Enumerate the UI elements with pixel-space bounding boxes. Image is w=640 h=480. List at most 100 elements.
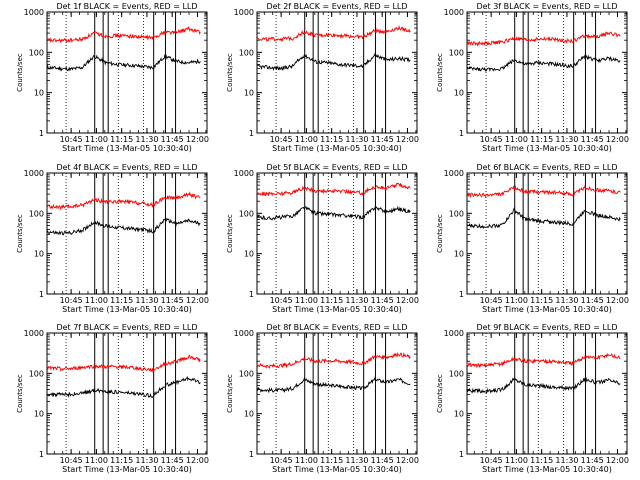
x-tick-label: 11:00 [295, 135, 318, 144]
events-trace [256, 52, 411, 71]
y-tick-label: 1 [249, 450, 254, 459]
detector-subplot-7: Det 7f BLACK = Events, RED = LLD 1 10 100 10… [16, 323, 209, 474]
detector-subplot-6: Det 6f BLACK = Events, RED = LLD 1 10 100 10… [436, 163, 629, 314]
y-tick-label: 10 [244, 250, 254, 259]
y-axis-label: Counts/sec [226, 374, 234, 413]
plot-frame [466, 172, 628, 295]
x-tick-label: 11:45 [161, 135, 184, 144]
y-axis-label: Counts/sec [16, 214, 24, 253]
y-tick-label: 1000 [234, 329, 254, 338]
events-trace [256, 205, 411, 221]
x-axis-label: Start Time (13-Mar-05 10:30:40) [272, 144, 402, 153]
y-tick-label: 10 [454, 89, 464, 98]
x-tick-label: 11:30 [135, 135, 158, 144]
lld-trace [256, 182, 411, 197]
y-tick-label: 1 [39, 129, 44, 138]
y-tick-label: 1 [39, 290, 44, 299]
events-trace [256, 376, 411, 394]
lld-trace [466, 184, 621, 199]
subplot-title: Det 3f BLACK = Events, RED = LLD [476, 2, 617, 11]
plot-frame [466, 332, 628, 455]
plot-frame [466, 11, 628, 134]
x-axis-label: Start Time (13-Mar-05 10:30:40) [272, 465, 402, 474]
x-tick-label: 12:00 [396, 135, 419, 144]
subplot-title: Det 8f BLACK = Events, RED = LLD [266, 323, 407, 332]
y-tick-label: 1 [459, 290, 464, 299]
x-tick-label: 11:45 [581, 296, 604, 305]
detector-subplot-2: Det 2f BLACK = Events, RED = LLD 1 10 100 10… [226, 2, 419, 153]
y-tick-label: 10 [454, 250, 464, 259]
y-tick-label: 1 [459, 450, 464, 459]
x-tick-label: 11:00 [85, 135, 108, 144]
y-tick-label: 100 [29, 369, 44, 378]
y-axis-label: Counts/sec [436, 53, 444, 92]
x-axis-label: Start Time (13-Mar-05 10:30:40) [482, 465, 612, 474]
lld-trace [46, 354, 201, 373]
detector-subplot-3: Det 3f BLACK = Events, RED = LLD 1 10 100 10… [436, 2, 629, 153]
y-axis-label: Counts/sec [226, 53, 234, 92]
x-tick-label: 11:45 [371, 456, 394, 465]
plot-frame [46, 332, 208, 455]
events-trace [466, 376, 621, 394]
plot-frame [256, 172, 418, 295]
x-tick-label: 11:45 [581, 456, 604, 465]
x-tick-label: 12:00 [606, 456, 629, 465]
subplot-title: Det 5f BLACK = Events, RED = LLD [266, 163, 407, 172]
y-tick-label: 1000 [234, 169, 254, 178]
x-tick-label: 11:30 [345, 135, 368, 144]
x-tick-label: 11:30 [555, 456, 578, 465]
detector-subplot-8: Det 8f BLACK = Events, RED = LLD 1 10 100 10… [226, 323, 419, 474]
y-tick-label: 1000 [444, 169, 464, 178]
x-tick-label: 10:45 [480, 135, 503, 144]
y-tick-label: 1 [249, 129, 254, 138]
y-tick-label: 10 [244, 410, 254, 419]
x-tick-label: 12:00 [606, 135, 629, 144]
x-tick-label: 11:45 [581, 135, 604, 144]
x-tick-label: 11:30 [555, 296, 578, 305]
x-tick-label: 12:00 [186, 296, 209, 305]
y-tick-label: 10 [34, 89, 44, 98]
y-tick-label: 1 [39, 450, 44, 459]
x-tick-label: 12:00 [186, 135, 209, 144]
x-tick-label: 11:15 [320, 456, 343, 465]
subplot-title: Det 4f BLACK = Events, RED = LLD [56, 163, 197, 172]
subplot-title: Det 1f BLACK = Events, RED = LLD [56, 2, 197, 11]
subplot-title: Det 2f BLACK = Events, RED = LLD [266, 2, 407, 11]
lld-trace [466, 352, 621, 369]
x-tick-label: 10:45 [480, 296, 503, 305]
x-tick-label: 11:00 [295, 296, 318, 305]
x-tick-label: 11:15 [530, 456, 553, 465]
detector-subplot-1: Det 1f BLACK = Events, RED = LLD 1 10 100 10… [16, 2, 209, 153]
subplot-title: Det 7f BLACK = Events, RED = LLD [56, 323, 197, 332]
x-axis-label: Start Time (13-Mar-05 10:30:40) [62, 144, 192, 153]
x-tick-label: 11:00 [505, 296, 528, 305]
x-tick-label: 10:45 [270, 296, 293, 305]
x-axis-label: Start Time (13-Mar-05 10:30:40) [62, 465, 192, 474]
lld-trace [46, 191, 201, 211]
y-tick-label: 100 [449, 209, 464, 218]
y-axis-label: Counts/sec [16, 374, 24, 413]
y-tick-label: 100 [239, 369, 254, 378]
x-tick-label: 11:15 [110, 456, 133, 465]
plot-frame [256, 332, 418, 455]
y-tick-label: 1000 [24, 8, 44, 17]
y-tick-label: 10 [244, 89, 254, 98]
x-tick-label: 11:15 [110, 296, 133, 305]
x-tick-label: 10:45 [480, 456, 503, 465]
x-tick-label: 11:45 [371, 135, 394, 144]
detector-subplot-9: Det 9f BLACK = Events, RED = LLD 1 10 100 10… [436, 323, 629, 474]
x-tick-label: 12:00 [396, 456, 419, 465]
x-tick-label: 11:15 [530, 296, 553, 305]
y-axis-label: Counts/sec [436, 214, 444, 253]
x-tick-label: 10:45 [60, 456, 83, 465]
y-tick-label: 1000 [24, 329, 44, 338]
x-tick-label: 10:45 [60, 135, 83, 144]
x-tick-label: 12:00 [396, 296, 419, 305]
y-tick-label: 100 [449, 48, 464, 57]
x-tick-label: 11:45 [161, 456, 184, 465]
x-tick-label: 10:45 [60, 296, 83, 305]
x-axis-label: Start Time (13-Mar-05 10:30:40) [62, 305, 192, 314]
x-tick-label: 10:45 [270, 456, 293, 465]
x-tick-label: 11:00 [505, 456, 528, 465]
y-tick-label: 10 [34, 410, 44, 419]
